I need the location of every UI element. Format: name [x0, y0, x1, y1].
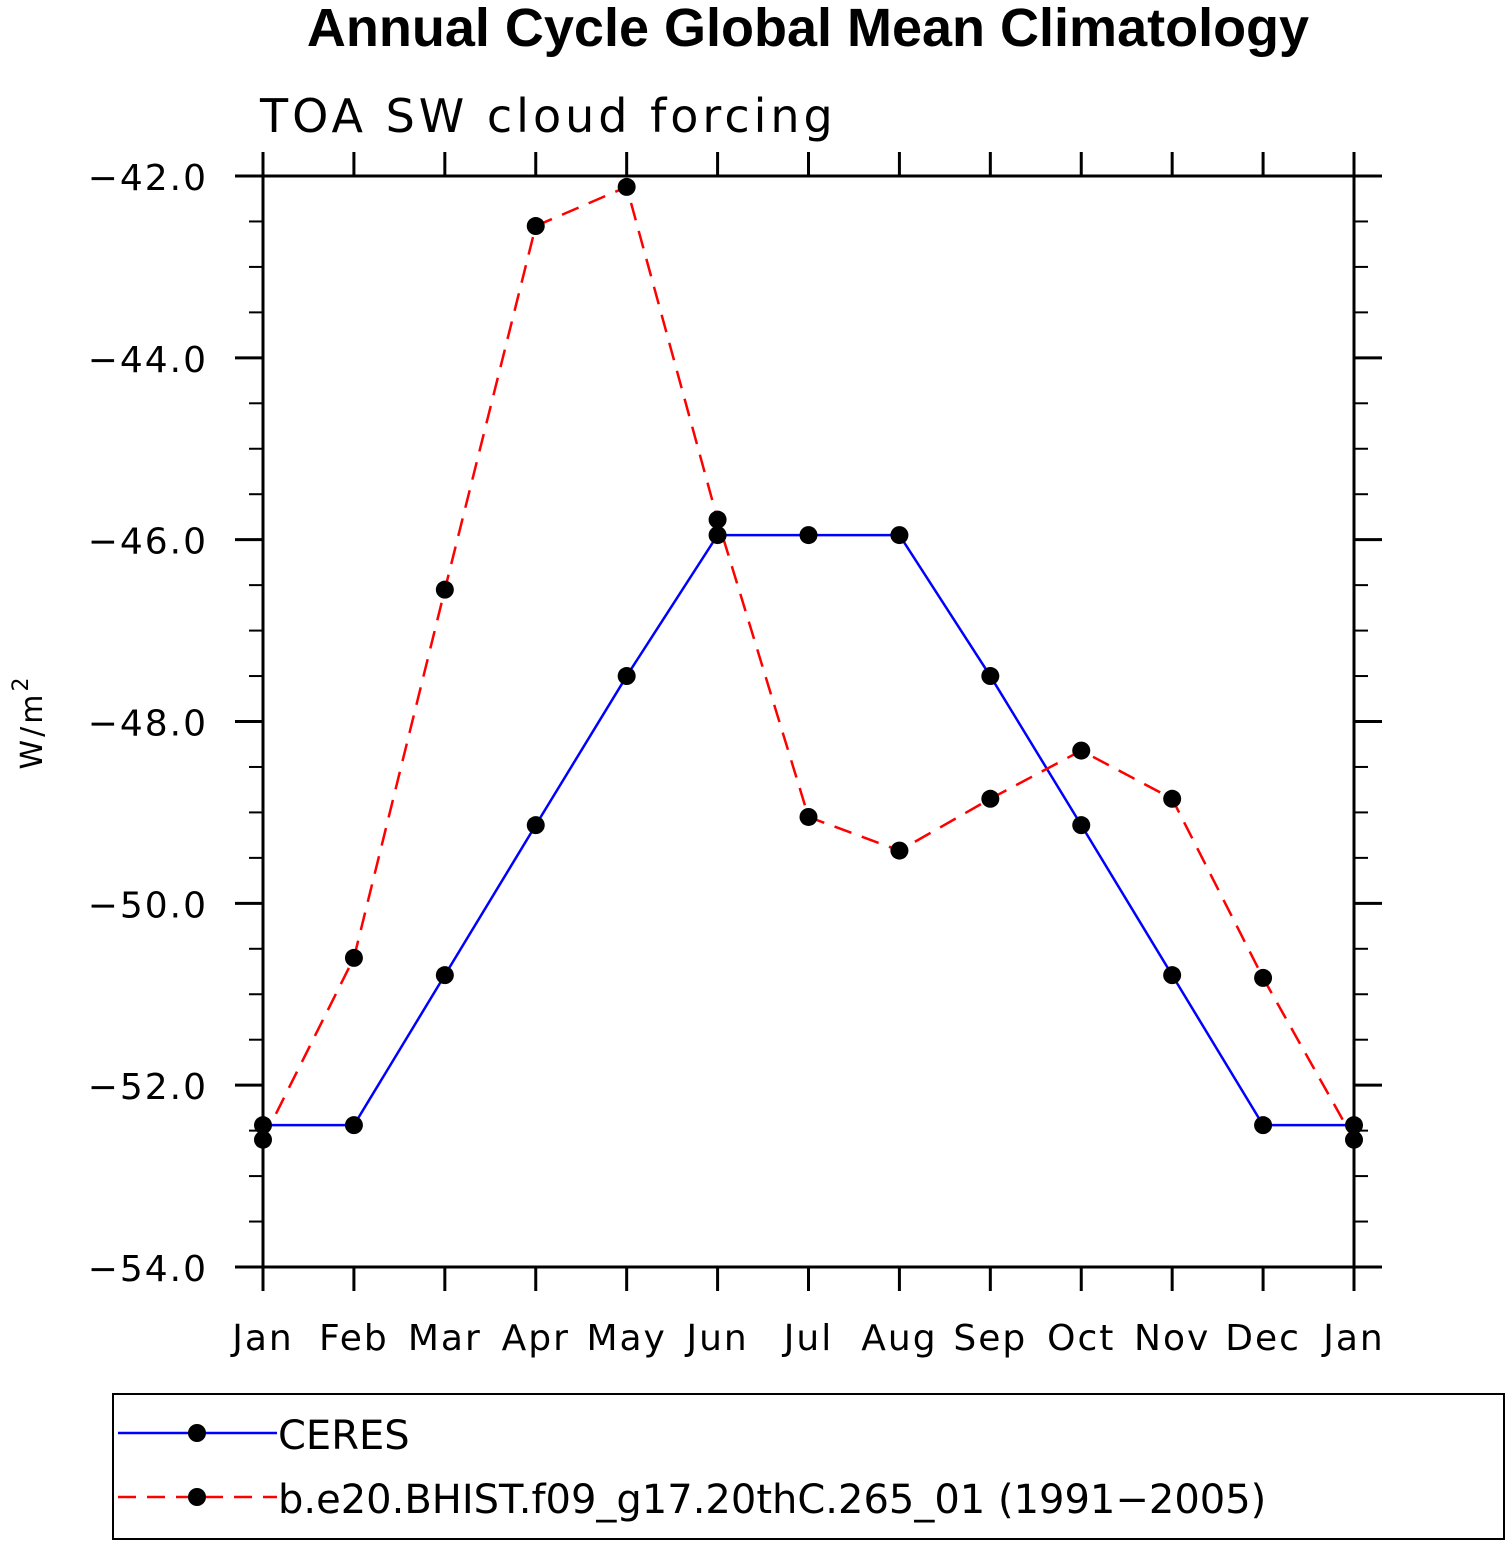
x-tick-label: Sep	[953, 1318, 1027, 1359]
x-tick-label: Jul	[782, 1318, 833, 1359]
data-point-series-1	[890, 841, 909, 860]
data-point-series-1	[1072, 741, 1091, 760]
legend: CERES b.e20.BHIST.f09_g17.20thC.265_01 (…	[112, 1393, 1505, 1540]
y-axis-label-text: W/m	[15, 692, 50, 770]
y-tick-label: −44.0	[88, 340, 208, 381]
data-point-series-0	[1254, 1116, 1273, 1135]
data-point-series-0	[981, 667, 1000, 686]
x-tick-label: Aug	[861, 1318, 937, 1359]
plot-frame	[261, 174, 1356, 1269]
x-tick-labels: Jan Feb Mar Apr May Jun Jul Aug Sep Oct Nov Dec Jan	[230, 1318, 1385, 1359]
data-point-series-0	[254, 1116, 272, 1135]
x-tick-label: Apr	[502, 1318, 570, 1359]
data-point-series-1	[799, 807, 818, 826]
data-point-series-0	[890, 526, 909, 545]
y-tick-label: −46.0	[88, 522, 208, 563]
x-tick-label: Dec	[1225, 1318, 1301, 1359]
data-point-series-1	[435, 580, 454, 599]
series-markers	[254, 177, 1363, 1149]
legend-label-model: b.e20.BHIST.f09_g17.20thC.265_01 (1991−2…	[278, 1477, 1266, 1523]
data-point-series-1	[526, 217, 545, 236]
data-point-series-0	[708, 526, 727, 545]
y-axis-label-superscript: 2	[9, 675, 34, 692]
y-tick-label: −48.0	[88, 704, 208, 745]
y-axis-label: W/m2	[9, 675, 50, 770]
data-point-series-0	[1163, 966, 1182, 985]
axis-ticks	[235, 152, 1382, 1291]
data-point-series-0	[1072, 816, 1091, 835]
data-point-series-0	[526, 816, 545, 835]
x-tick-label: May	[586, 1318, 666, 1359]
data-point-series-1	[1345, 1130, 1363, 1149]
legend-marker-ceres	[188, 1424, 206, 1442]
data-point-series-1	[708, 510, 727, 529]
data-point-series-0	[435, 966, 454, 985]
y-tick-label: −42.0	[88, 158, 208, 199]
x-tick-label: Oct	[1047, 1318, 1115, 1359]
x-tick-label: Jun	[684, 1318, 748, 1359]
data-point-series-1	[1254, 968, 1273, 987]
data-point-series-1	[344, 948, 363, 967]
x-tick-label: Mar	[408, 1318, 482, 1359]
data-point-series-0	[344, 1116, 363, 1135]
x-tick-label: Jan	[230, 1318, 294, 1359]
x-tick-label: Nov	[1134, 1318, 1210, 1359]
chart-subtitle: TOA SW cloud forcing	[259, 89, 837, 143]
series-lines	[261, 185, 1356, 1141]
legend-label-ceres: CERES	[278, 1413, 410, 1459]
data-point-series-0	[799, 526, 818, 545]
x-tick-label: Jan	[1321, 1318, 1385, 1359]
data-point-series-1	[1163, 789, 1182, 808]
data-point-series-0	[617, 667, 636, 686]
data-point-series-1	[254, 1130, 272, 1149]
data-point-series-1	[981, 789, 1000, 808]
legend-marker-model	[188, 1488, 206, 1506]
y-tick-label: −52.0	[88, 1067, 208, 1108]
x-tick-label: Feb	[319, 1318, 389, 1359]
y-tick-label: −54.0	[88, 1249, 208, 1290]
data-point-series-1	[617, 177, 636, 196]
series-line-1	[261, 185, 1356, 1141]
series-line-0	[263, 533, 1354, 1127]
data-point-series-0	[1345, 1116, 1363, 1135]
y-tick-label: −50.0	[88, 885, 208, 926]
legend-box	[112, 1393, 1505, 1540]
y-tick-labels: −42.0 −44.0 −46.0 −48.0 −50.0 −52.0 −54.0	[88, 158, 208, 1290]
chart-title: Annual Cycle Global Mean Climatology	[307, 0, 1309, 58]
